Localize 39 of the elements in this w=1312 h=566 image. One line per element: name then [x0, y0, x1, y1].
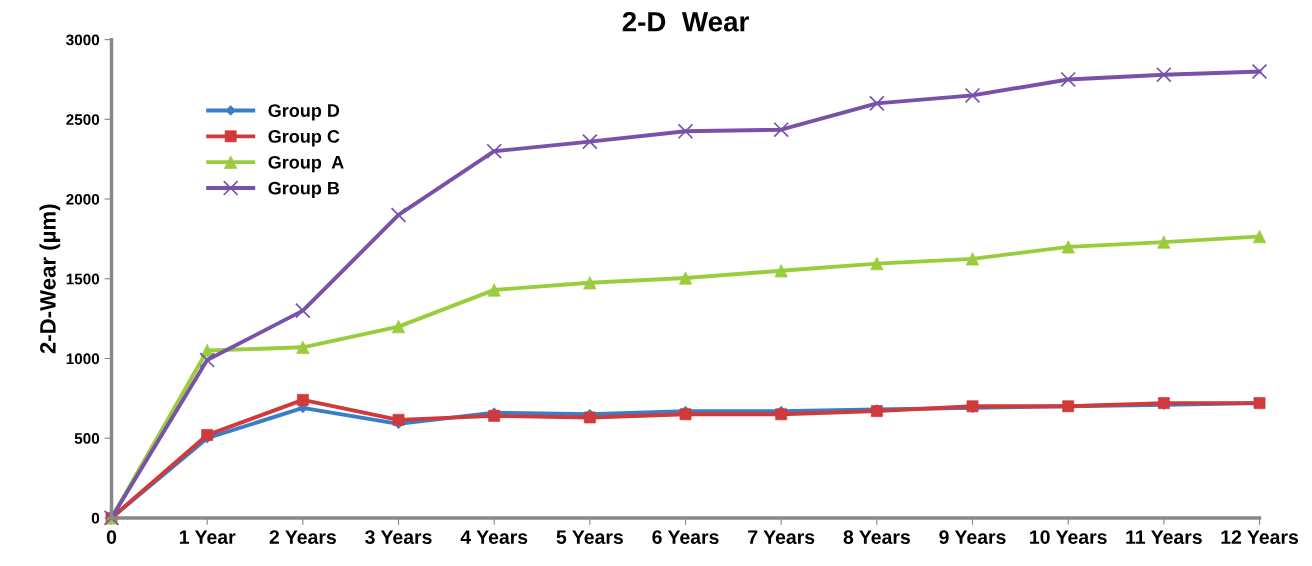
- y-tick-label: 1500: [66, 273, 100, 285]
- y-tick-label: 3000: [66, 34, 100, 46]
- x-tick-label: 0: [106, 530, 117, 544]
- point: [964, 87, 981, 104]
- x-tick-label: 1 Year: [179, 530, 236, 544]
- y-tick-label: 0: [91, 512, 100, 524]
- x-tick-label: 7 Years: [748, 530, 815, 544]
- point: [486, 143, 502, 159]
- y-tick-label: 500: [74, 433, 100, 444]
- x-tick-label: 9 Years: [939, 530, 1006, 544]
- legend-label: Group D: [268, 104, 340, 121]
- point: [1060, 71, 1076, 88]
- x-tick-label: 3 Years: [365, 530, 432, 545]
- point: [1156, 66, 1172, 83]
- x-tick-label: 6 Years: [652, 530, 719, 544]
- point: [773, 121, 789, 138]
- y-tick-label: 1000: [66, 353, 100, 365]
- x-tick-label: 5 Years: [556, 530, 623, 544]
- x-tick-label: 10 Years: [1030, 530, 1107, 544]
- point: [296, 340, 310, 354]
- point: [1251, 63, 1268, 80]
- point: [199, 352, 215, 368]
- x-tick-label: 11 Years: [1126, 530, 1202, 544]
- legend-label: Group A: [268, 155, 344, 173]
- x-tick-label: 4 Years: [460, 530, 528, 544]
- legend-label: Group B: [268, 181, 340, 199]
- x-tick-label: 2 Years: [269, 530, 336, 544]
- legend-label: Group C: [268, 130, 340, 147]
- point: [295, 302, 311, 319]
- point: [869, 95, 885, 112]
- point: [677, 123, 694, 140]
- point: [390, 207, 407, 223]
- y-tick-label: 2000: [66, 193, 100, 205]
- chart-title: 2-D Wear: [622, 11, 749, 32]
- x-tick-label: 8 Years: [843, 530, 910, 544]
- point: [582, 133, 598, 150]
- x-tick-label: 12 Years: [1221, 530, 1299, 544]
- y-tick-label: 2500: [66, 114, 100, 126]
- y-axis-title: 2-D-Wear (µm): [39, 204, 61, 354]
